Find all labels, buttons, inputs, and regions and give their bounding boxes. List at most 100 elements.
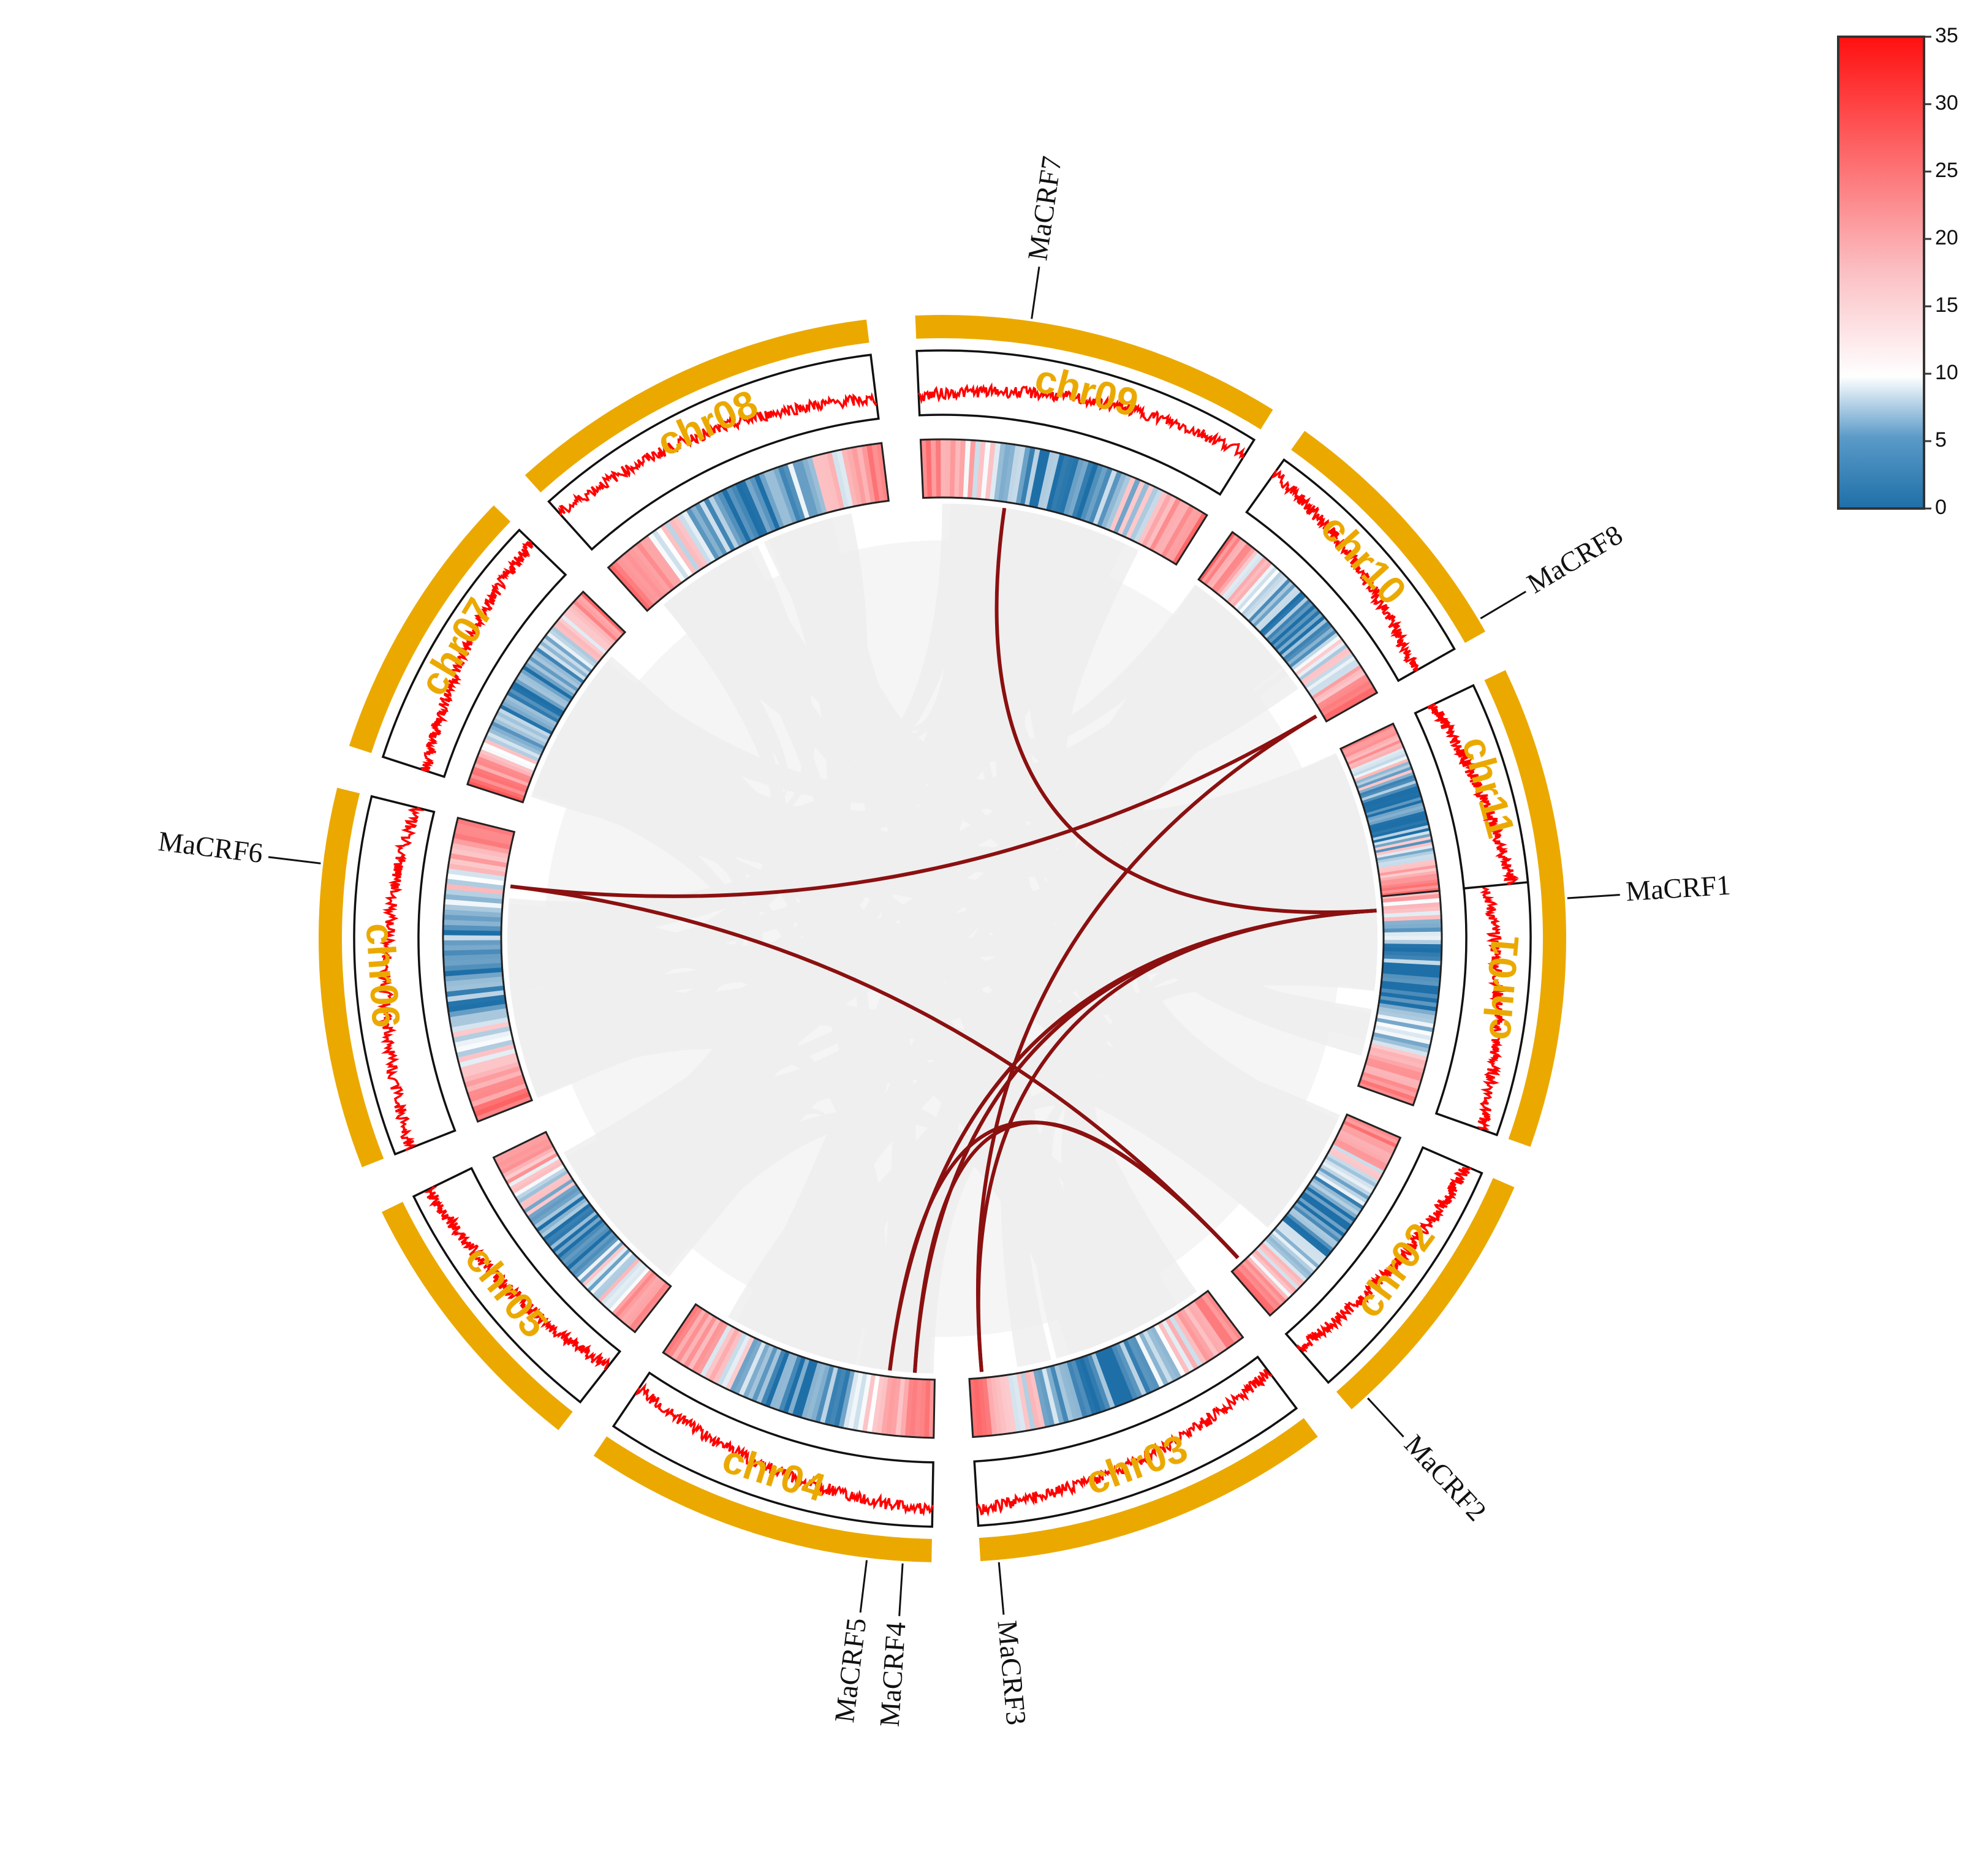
heatmap-bin <box>1309 1181 1360 1216</box>
heatmap-bin <box>1074 1358 1097 1415</box>
heatmap-bin <box>457 1043 515 1063</box>
heatmap-bin <box>561 1224 608 1265</box>
heatmap-bin <box>1382 958 1442 966</box>
gene-tick <box>859 1560 868 1613</box>
heatmap-bin <box>1367 805 1425 824</box>
heatmap-bin <box>819 1366 839 1424</box>
heatmap-bin <box>444 963 502 972</box>
heatmap-bin <box>670 1309 706 1361</box>
heatmap-bin <box>522 665 574 700</box>
heatmap-bin <box>562 611 610 652</box>
heatmap-bin <box>1304 652 1355 689</box>
heatmap-bin <box>1334 1138 1388 1168</box>
heatmap-bin <box>1250 581 1294 626</box>
density-line <box>1473 848 1507 1131</box>
heatmap-bin <box>1153 500 1186 554</box>
heatmap-bin <box>1058 1363 1078 1421</box>
heatmap-bin <box>449 858 507 872</box>
heatmap-bin <box>703 1326 736 1380</box>
heatmap-bin <box>1115 1342 1143 1399</box>
heatmap-bin <box>816 454 836 512</box>
heatmap-bin <box>1251 1251 1295 1296</box>
density-line <box>1427 703 1520 885</box>
heatmap-bin <box>616 557 658 605</box>
heatmap-bin <box>1248 578 1292 623</box>
heatmap-bin <box>1369 813 1427 831</box>
density-line <box>917 382 1246 459</box>
heatmap-bin <box>1383 923 1442 929</box>
heatmap-bin <box>1340 724 1395 752</box>
heatmap-bin <box>1289 629 1338 668</box>
heatmap-bin <box>1347 739 1402 766</box>
heatmap-bin <box>969 1379 978 1437</box>
heatmap-bin <box>1295 638 1344 676</box>
heatmap-bin <box>856 445 871 504</box>
heatmap-bin <box>536 1194 586 1232</box>
heatmap-bin <box>742 1342 770 1399</box>
heatmap-bin <box>542 1203 592 1241</box>
heatmap-frame <box>1197 531 1379 723</box>
heatmap-bin <box>1252 583 1297 628</box>
heatmap-bin <box>496 711 550 741</box>
heatmap-bin <box>1219 550 1259 597</box>
gene-tick <box>268 856 321 864</box>
heatmap-bin <box>1381 980 1440 991</box>
heatmap-bin <box>1383 944 1442 949</box>
heatmap-bin <box>447 868 506 882</box>
heatmap-bin <box>537 643 587 681</box>
heatmap-bin <box>1381 882 1439 892</box>
heatmap-bin <box>782 1356 806 1413</box>
heatmap-bin <box>445 980 504 992</box>
heatmap-bin <box>746 1344 775 1401</box>
heatmap-bin <box>1373 833 1431 849</box>
heatmap-bin <box>551 1213 600 1253</box>
heatmap-bin <box>1344 732 1398 758</box>
heatmap-bin <box>451 842 510 859</box>
heatmap-bin <box>464 1065 521 1088</box>
heatmap-bin <box>468 776 525 800</box>
heatmap-bin <box>1015 1372 1031 1431</box>
heatmap-bin <box>1377 853 1435 866</box>
heatmap-bin <box>1067 460 1089 517</box>
heatmap-bin <box>1352 755 1409 780</box>
heatmap-bin <box>631 544 672 594</box>
heatmap-bin <box>1373 1028 1431 1045</box>
heatmap-bin <box>1367 1054 1425 1074</box>
heatmap-bin <box>460 1052 518 1073</box>
heatmap-bin <box>500 1143 554 1174</box>
legend-color-bar <box>1837 36 1925 510</box>
heatmap-bin <box>1288 1209 1336 1249</box>
heatmap-bin <box>493 717 547 747</box>
heatmap-bin <box>550 625 599 665</box>
heatmap-bin <box>699 499 732 554</box>
gene-label: MaCRF7 <box>1021 154 1067 263</box>
density-line <box>1296 1167 1471 1353</box>
heatmap-bin <box>805 1363 827 1421</box>
legend-tick-label: 0 <box>1935 496 1947 519</box>
heatmap-bin <box>1011 445 1026 504</box>
heatmap-bin <box>1248 1254 1292 1299</box>
heatmap-bin <box>510 684 563 717</box>
heatmap-bin <box>1197 1296 1235 1347</box>
heatmap-bin <box>608 1266 651 1313</box>
heatmap-bin <box>472 766 529 790</box>
heatmap-bin <box>836 449 854 508</box>
heatmap-bin <box>560 613 608 655</box>
heatmap-bin <box>1377 859 1436 872</box>
heatmap-bin <box>617 1273 658 1320</box>
heatmap-bin <box>1382 969 1441 978</box>
heatmap-bin <box>528 656 579 692</box>
heatmap-bin <box>1281 1217 1330 1258</box>
heatmap-bin <box>1381 977 1440 987</box>
heatmap-bin <box>1368 808 1426 826</box>
heatmap-bin <box>821 453 841 511</box>
heatmap-bin <box>1345 1114 1401 1142</box>
heatmap-bin <box>445 878 505 890</box>
heatmap-bin <box>1380 876 1439 887</box>
heatmap-bin <box>1329 1146 1383 1178</box>
heatmap-bin <box>1323 1158 1376 1191</box>
heatmap-bin <box>475 758 531 784</box>
heatmap-bin <box>521 1175 572 1211</box>
heatmap-bin <box>1306 656 1357 692</box>
gene-label: MaCRF8 <box>1521 519 1627 599</box>
